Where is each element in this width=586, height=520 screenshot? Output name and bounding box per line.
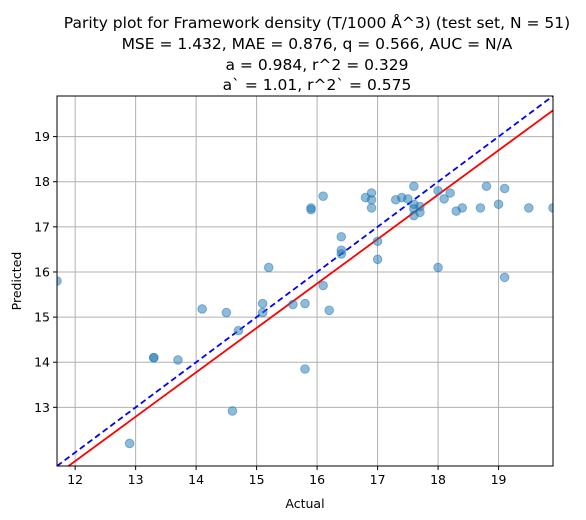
data-point — [499, 183, 510, 194]
x-tick-label: 19 — [491, 472, 507, 487]
data-point — [433, 262, 443, 273]
y-axis-label: Predicted — [9, 252, 24, 311]
data-point — [403, 194, 413, 204]
data-point — [318, 191, 328, 201]
data-point — [372, 254, 383, 265]
data-point — [445, 188, 455, 198]
y-tick-label: 18 — [34, 174, 50, 189]
data-point — [197, 304, 207, 314]
data-point — [366, 194, 377, 205]
parity-line — [57, 96, 553, 466]
y-tick-label: 13 — [34, 400, 50, 415]
y-tick-label: 15 — [34, 310, 50, 325]
data-point — [173, 355, 183, 365]
data-point — [233, 325, 244, 336]
y-tick-label: 17 — [34, 219, 50, 234]
data-point — [481, 181, 492, 192]
x-tick-label: 15 — [249, 472, 265, 487]
data-point — [336, 249, 347, 259]
y-tick-label: 14 — [34, 355, 50, 370]
y-tick-label: 19 — [34, 129, 50, 144]
data-point — [415, 207, 425, 218]
data-point — [300, 364, 310, 374]
data-point — [257, 307, 268, 318]
data-point — [433, 185, 443, 196]
data-point — [439, 194, 449, 204]
x-tick-label: 13 — [128, 472, 144, 487]
x-tick-label: 16 — [309, 472, 325, 487]
x-axis-label: Actual — [285, 496, 324, 511]
data-point — [499, 272, 510, 283]
x-axis-ticks: 12 13 14 15 16 17 18 19 — [67, 466, 507, 487]
data-point — [318, 280, 328, 291]
data-point — [306, 204, 316, 215]
data-point — [124, 438, 135, 449]
y-axis-ticks: 13 14 15 16 17 18 19 — [34, 129, 57, 415]
x-tick-label: 14 — [188, 472, 204, 487]
scatter-points — [57, 181, 553, 449]
data-point — [263, 262, 274, 273]
data-point — [288, 299, 298, 310]
title-line-2: MSE = 1.432, MAE = 0.876, q = 0.566, AUC… — [122, 35, 513, 53]
data-point — [493, 199, 504, 210]
reference-lines — [57, 96, 553, 466]
plot-frame — [56, 95, 554, 467]
data-point — [366, 203, 377, 213]
data-point — [524, 203, 534, 213]
title-line-3: a = 0.984, r^2 = 0.329 — [225, 56, 408, 74]
data-point — [336, 231, 347, 242]
y-tick-label: 16 — [34, 264, 50, 279]
data-point — [548, 203, 553, 213]
title-line-4: a` = 1.01, r^2` = 0.575 — [223, 76, 412, 94]
data-point — [324, 305, 334, 316]
data-point — [457, 203, 468, 213]
grid-lines — [57, 96, 553, 466]
fit-line — [66, 109, 553, 466]
x-tick-label: 12 — [67, 472, 83, 487]
x-tick-label: 18 — [430, 472, 446, 487]
data-point — [300, 298, 310, 309]
data-point — [475, 203, 486, 213]
data-point — [221, 307, 232, 318]
data-point — [257, 298, 268, 309]
data-point — [409, 181, 419, 192]
data-point — [227, 406, 238, 416]
chart-title: Parity plot for Framework density (T/100… — [64, 13, 570, 94]
x-tick-label: 17 — [370, 472, 386, 487]
data-point — [148, 352, 159, 363]
title-line-1: Parity plot for Framework density (T/100… — [64, 13, 570, 32]
data-point — [372, 236, 383, 247]
